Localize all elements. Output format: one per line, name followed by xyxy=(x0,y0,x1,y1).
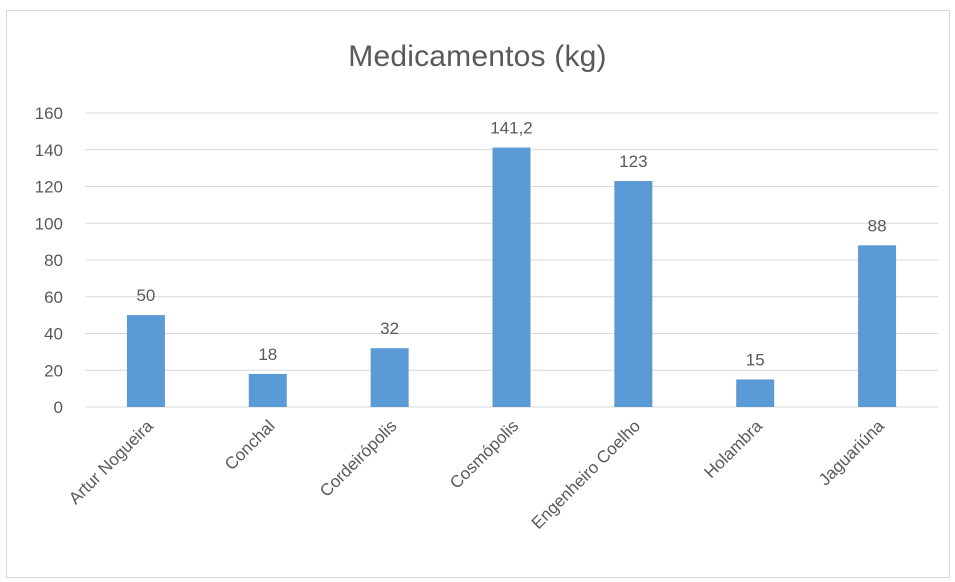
y-axis-ticks: 0 20 40 60 80 100 120 140 160 xyxy=(35,104,63,417)
data-label: 15 xyxy=(746,350,765,369)
data-label: 18 xyxy=(258,345,277,364)
bar xyxy=(858,245,897,407)
data-label: 123 xyxy=(619,152,647,171)
y-tick-label: 80 xyxy=(44,251,63,270)
x-axis-ticks: Artur Nogueira Conchal Cordeirópolis Cosmóp… xyxy=(65,416,888,533)
bars xyxy=(126,147,897,408)
bar xyxy=(126,315,165,407)
x-tick-label: Jaguariúna xyxy=(815,416,888,489)
bar xyxy=(614,180,653,407)
bar xyxy=(248,373,287,407)
data-label: 50 xyxy=(136,286,155,305)
bar xyxy=(736,379,775,407)
y-tick-label: 120 xyxy=(35,178,63,197)
y-tick-label: 60 xyxy=(44,288,63,307)
x-tick-label: Cordeirópolis xyxy=(316,416,400,500)
data-labels: 50 18 32 141,2 123 15 88 xyxy=(136,119,886,370)
data-label: 32 xyxy=(380,319,399,338)
bar xyxy=(370,348,409,407)
bar xyxy=(492,147,531,408)
x-tick-label: Engenheiro Coelho xyxy=(528,416,644,532)
chart-title: Medicamentos (kg) xyxy=(348,40,607,73)
y-tick-label: 20 xyxy=(44,361,63,380)
y-tick-label: 100 xyxy=(35,214,63,233)
y-tick-label: 40 xyxy=(44,325,63,344)
y-tick-label: 0 xyxy=(54,398,63,417)
y-tick-label: 160 xyxy=(35,104,63,123)
x-tick-label: Conchal xyxy=(221,416,279,474)
data-label: 141,2 xyxy=(490,119,533,138)
data-label: 88 xyxy=(868,216,887,235)
x-tick-label: Artur Nogueira xyxy=(65,416,157,508)
y-tick-label: 140 xyxy=(35,141,63,160)
chart-frame xyxy=(6,10,950,578)
x-tick-label: Holambra xyxy=(700,416,766,482)
x-tick-label: Cosmópolis xyxy=(446,416,522,492)
